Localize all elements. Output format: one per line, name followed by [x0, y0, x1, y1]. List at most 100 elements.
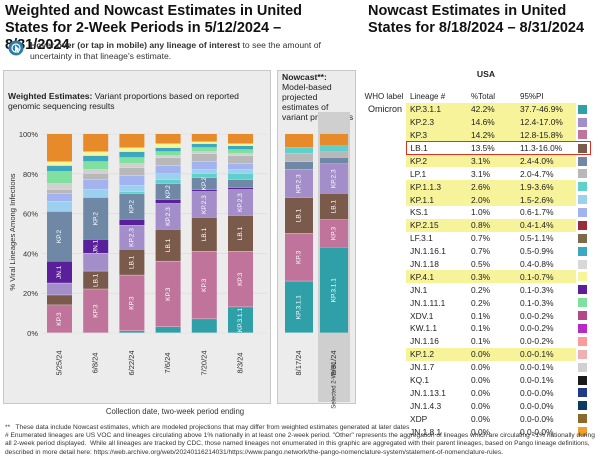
weighted-bar-segment — [228, 169, 253, 174]
swatch-box — [578, 388, 587, 398]
table-row[interactable]: LB.1 13.5% 11.3-16.0% — [362, 141, 591, 155]
table-row[interactable]: JN.1.16 0.1% 0.0-0.2% — [362, 335, 590, 348]
swatch-box — [578, 311, 587, 321]
weighted-bar-segment — [119, 249, 145, 275]
y-tick-label: 40% — [23, 249, 38, 258]
swatch-box — [578, 401, 587, 411]
cell-pi: 11.3-16.0% — [516, 141, 576, 155]
table-row[interactable]: JN.1.7 0.0% 0.0-0.1% — [362, 361, 590, 374]
table-row[interactable]: JN.1.11.1 0.2% 0.1-0.3% — [362, 296, 590, 309]
weighted-bar-segment — [228, 134, 253, 144]
cell-pi: 0.6-1.7% — [520, 207, 554, 218]
table-row[interactable]: KP.1.1.3 2.6% 1.9-3.6% — [362, 180, 590, 194]
table-row[interactable]: Omicron KP.3.1.1 42.2% 37.7-46.9% — [362, 102, 590, 116]
cell-lineage: KW.1.1 — [410, 323, 437, 334]
weighted-bar-segment — [228, 155, 253, 164]
col-swatch — [576, 90, 590, 103]
footnote: ** These data include Nowcast estimates,… — [5, 424, 595, 456]
weighted-bar-segment — [47, 283, 72, 295]
weighted-bar-segment — [47, 134, 72, 162]
weighted-bar-segment — [119, 175, 145, 186]
table-row[interactable]: JN.1.8.1 0.0% 0.0-0.0% — [362, 425, 590, 438]
weighted-bar-segment — [47, 295, 72, 305]
cell-lineage: XDP — [410, 413, 428, 424]
swatch-box — [578, 156, 587, 166]
table-row[interactable]: JN.1.4.3 0.0% 0.0-0.0% — [362, 399, 590, 412]
table-row[interactable]: KP.2 3.1% 2.4-4.0% — [362, 154, 590, 168]
weighted-bar-label: KP.3 — [165, 287, 172, 301]
nowcast-category-label: 8/31/24 — [329, 350, 338, 375]
weighted-bar-segment — [119, 275, 145, 331]
y-tick-label: 100% — [19, 130, 39, 139]
weighted-bar-segment — [228, 163, 253, 170]
table-row[interactable]: JN.1 0.2% 0.1-0.3% — [362, 283, 590, 296]
weighted-category-label: 6/8/24 — [91, 353, 100, 374]
table-row[interactable]: LP.1 3.1% 2.0-4.7% — [362, 167, 590, 180]
weighted-bar-segment — [191, 169, 217, 174]
table-row[interactable]: KW.1.1 0.1% 0.0-0.2% — [362, 322, 590, 335]
table-row[interactable]: JN.1.18 0.5% 0.4-0.8% — [362, 258, 590, 271]
y-tick-label: 80% — [23, 170, 38, 179]
cell-lineage: KS.1 — [410, 207, 429, 218]
weighted-category-label: 7/20/24 — [199, 350, 208, 375]
table-row[interactable]: KP.4.1 0.3% 0.1-0.7% — [362, 270, 590, 284]
weighted-bar-segment — [155, 147, 181, 152]
cell-pct: 0.2% — [471, 284, 491, 295]
cell-pi: 0.1-0.3% — [520, 284, 554, 295]
table-row[interactable]: JN.1.16.1 0.7% 0.5-0.9% — [362, 245, 590, 258]
table-row[interactable]: JN.1.13.1 0.0% 0.0-0.0% — [362, 386, 590, 399]
y-tick-label: 0% — [27, 329, 38, 338]
cell-pct: 0.1% — [471, 310, 491, 321]
cell-pi: 0.4-0.8% — [520, 259, 554, 270]
lineage-color-swatch — [576, 270, 590, 283]
info-pointer-icon — [8, 40, 24, 56]
cell-who — [362, 258, 406, 271]
weighted-bar-segment — [191, 147, 217, 152]
lineage-color-swatch — [576, 180, 590, 193]
weighted-bar-segment — [228, 215, 253, 252]
cell-lineage: JN.1.16 — [410, 336, 439, 347]
table-row[interactable]: KP.1.1 2.0% 1.5-2.6% — [362, 193, 590, 207]
table-row[interactable]: XDV.1 0.1% 0.0-0.2% — [362, 309, 590, 322]
cell-pi: 37.7-46.9% — [516, 102, 576, 116]
cell-pi: 0.1-0.3% — [520, 297, 554, 308]
cell-pct: 42.2% — [471, 102, 516, 116]
lineage-color-swatch — [576, 374, 590, 387]
table-row[interactable]: KP.3 14.2% 12.8-15.8% — [362, 128, 590, 142]
weighted-bar-label: KP.2.3 — [165, 207, 172, 226]
table-row[interactable]: KP.2.15 0.8% 0.4-1.4% — [362, 218, 590, 232]
table-header-row: WHO label Lineage # %Total 95%PI — [362, 90, 590, 103]
lineage-color-swatch — [576, 167, 590, 180]
table-row[interactable]: KQ.1 0.0% 0.0-0.1% — [362, 374, 590, 387]
weighted-bar-segment — [47, 201, 72, 212]
table-row[interactable]: KP.1.2 0.0% 0.0-0.1% — [362, 347, 590, 361]
lineage-color-swatch — [576, 296, 590, 309]
weighted-bar-segment — [228, 143, 253, 146]
region-label: USA — [476, 69, 496, 79]
swatch-box — [578, 117, 587, 127]
cell-pi: 12.8-15.8% — [516, 128, 576, 142]
weighted-bar-segment — [119, 185, 145, 192]
selected-2week-label: Selected 2-Week — [332, 362, 338, 409]
cell-who — [362, 232, 406, 245]
table-row[interactable]: LF.3.1 0.7% 0.5-1.1% — [362, 232, 590, 245]
table-row[interactable]: KP.2.3 14.6% 12.4-17.0% — [362, 115, 590, 129]
swatch-box — [578, 130, 587, 140]
table-row[interactable]: KS.1 1.0% 0.6-1.7% — [362, 206, 590, 219]
weighted-bar-label: LB.1 — [165, 238, 172, 252]
weighted-bar-label: KP.3 — [56, 312, 63, 326]
nowcast-bar-segment — [320, 151, 348, 158]
weighted-bar-segment — [83, 239, 109, 253]
weighted-bar-label: JN.1 — [56, 265, 63, 279]
nowcast-bar-segment — [320, 157, 348, 164]
cell-who: Omicron — [367, 104, 402, 115]
swatch-box — [578, 285, 587, 295]
col-pi: 95%PI — [520, 91, 544, 101]
cell-pct: 2.0% — [471, 193, 516, 207]
weighted-bar-segment — [191, 161, 217, 170]
table-row[interactable]: XDP 0.0% 0.0-0.0% — [362, 412, 590, 425]
weighted-bar-segment — [119, 225, 145, 250]
col-lineage: Lineage # — [410, 91, 446, 101]
swatch-box — [578, 104, 587, 114]
cell-lineage: KP.2.15 — [406, 218, 471, 232]
